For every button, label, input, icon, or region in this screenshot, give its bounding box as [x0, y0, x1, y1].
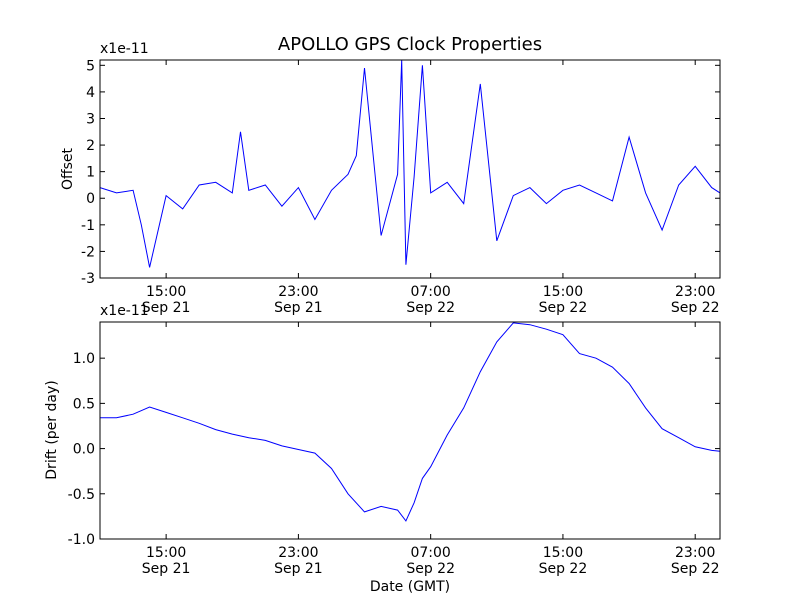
drift-y-tick-label: 0.0 — [73, 442, 95, 458]
drift-x-tick-date: Sep 22 — [671, 561, 720, 577]
drift-x-tick-time: 23:00 — [675, 545, 715, 561]
drift-x-tick-time: 23:00 — [278, 545, 318, 561]
offset-x-tick-time: 15:00 — [146, 284, 186, 300]
offset-x-tick-time: 15:00 — [543, 284, 583, 300]
drift-scale-label: x1e-11 — [100, 303, 149, 319]
offset-y-axis-label: Offset — [60, 147, 76, 190]
drift-x-tick-date: Sep 22 — [539, 561, 588, 577]
offset-y-tick-labels: -3 -2 -1 0 1 2 3 4 5 — [81, 58, 95, 287]
offset-y-tick-label: -1 — [81, 218, 95, 234]
drift-x-tick-time: 07:00 — [410, 545, 450, 561]
drift-axis-ticks — [100, 322, 720, 540]
drift-series-line — [100, 322, 721, 522]
offset-x-tick-time: 23:00 — [675, 284, 715, 300]
offset-x-tick-date: Sep 22 — [539, 300, 588, 316]
offset-y-tick-label: 0 — [86, 191, 95, 207]
offset-x-tick-date: Sep 22 — [406, 300, 455, 316]
drift-y-tick-label: 0.5 — [73, 396, 95, 412]
offset-y-tick-label: 3 — [86, 111, 95, 127]
offset-y-tick-label: 4 — [86, 85, 95, 101]
offset-y-tick-label: 1 — [86, 165, 95, 181]
drift-x-tick-date: Sep 22 — [406, 561, 455, 577]
offset-y-tick-label: -2 — [81, 244, 95, 260]
offset-x-tick-time: 23:00 — [278, 284, 318, 300]
offset-x-tick-time: 07:00 — [410, 284, 450, 300]
drift-y-axis-label: Drift (per day) — [44, 380, 60, 479]
x-axis-label: Date (GMT) — [370, 579, 450, 595]
offset-y-tick-label: 5 — [86, 58, 95, 74]
figure-title: APOLLO GPS Clock Properties — [278, 34, 542, 55]
drift-y-tick-label: -0.5 — [68, 487, 95, 503]
offset-x-tick-date: Sep 22 — [671, 300, 720, 316]
offset-y-tick-label: -3 — [81, 271, 95, 287]
drift-axes-frame — [99, 321, 721, 540]
drift-x-tick-time: 15:00 — [146, 545, 186, 561]
drift-x-tick-date: Sep 21 — [274, 561, 323, 577]
drift-y-tick-label: 1.0 — [73, 351, 95, 367]
offset-x-tick-date: Sep 21 — [274, 300, 323, 316]
drift-x-tick-date: Sep 21 — [142, 561, 191, 577]
drift-y-tick-labels: -1.0 -0.5 0.0 0.5 1.0 — [68, 351, 95, 548]
drift-x-tick-time: 15:00 — [543, 545, 583, 561]
offset-scale-label: x1e-11 — [100, 41, 149, 57]
offset-y-tick-label: 2 — [86, 138, 95, 154]
offset-axes-frame — [99, 59, 721, 279]
offset-x-tick-date: Sep 21 — [142, 300, 191, 316]
drift-y-tick-label: -1.0 — [68, 532, 95, 548]
